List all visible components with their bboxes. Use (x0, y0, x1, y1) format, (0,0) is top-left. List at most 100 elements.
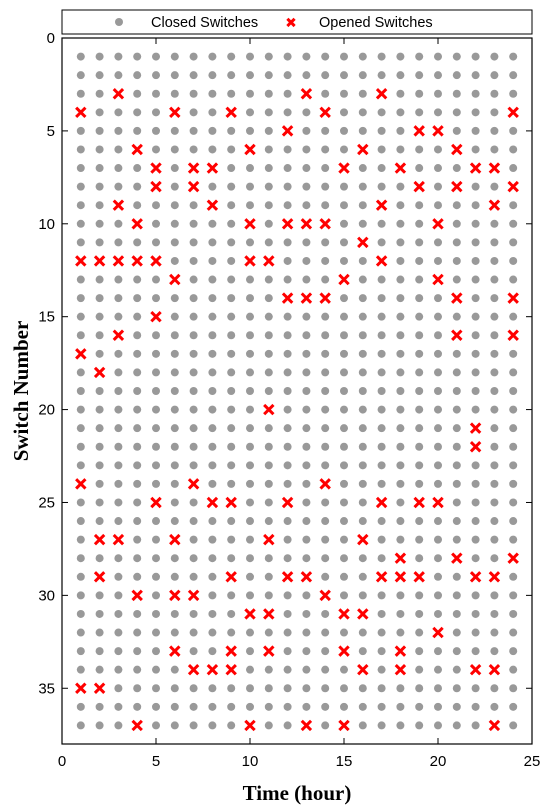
closed-switch-point (471, 721, 480, 730)
closed-switch-point (321, 628, 330, 637)
closed-switch-point (114, 238, 123, 247)
closed-switch-point (490, 331, 499, 340)
closed-switch-point (246, 182, 254, 191)
closed-switch-point (434, 387, 442, 395)
closed-switch-point (434, 442, 442, 451)
closed-switch-point (452, 647, 461, 656)
closed-switch-point (170, 424, 179, 433)
closed-switch-point (152, 554, 160, 563)
closed-switch-point (152, 349, 160, 358)
closed-switch-point (133, 554, 142, 563)
closed-switch-point (227, 387, 236, 395)
closed-switch-point (283, 535, 292, 544)
closed-switch-point (452, 721, 461, 730)
closed-switch-point (246, 498, 254, 507)
closed-switch-point (396, 442, 405, 451)
closed-switch-point (246, 461, 254, 470)
closed-switch-point (114, 628, 123, 637)
y-tick-label: 25 (38, 494, 55, 511)
closed-switch-point (246, 89, 254, 98)
closed-switch-point (114, 424, 123, 433)
closed-switch-point (434, 424, 442, 433)
closed-switch-point (490, 89, 499, 98)
closed-switch-point (490, 368, 499, 377)
closed-switch-point (302, 647, 311, 656)
closed-switch-point (340, 628, 348, 637)
closed-switch-point (452, 71, 461, 80)
closed-switch-point (152, 219, 160, 228)
closed-switch-point (396, 108, 405, 117)
closed-switch-point (377, 461, 386, 470)
closed-switch-point (76, 665, 85, 674)
opened-switch-point (300, 571, 313, 583)
closed-switch-point (152, 368, 160, 377)
closed-switch-point (321, 405, 330, 414)
closed-switch-point (189, 331, 198, 340)
closed-switch-point (509, 572, 518, 581)
closed-switch-point (246, 108, 254, 117)
closed-switch-point (509, 535, 518, 544)
closed-switch-point (471, 108, 480, 117)
opened-switch-point (357, 236, 369, 249)
opened-switch-point (300, 88, 313, 100)
opened-switch-point (375, 199, 388, 211)
closed-switch-point (208, 368, 217, 377)
closed-switch-point (340, 201, 348, 210)
opened-switch-point (357, 608, 369, 620)
closed-switch-point (396, 609, 405, 618)
closed-switch-point (377, 126, 386, 135)
closed-switch-point (95, 219, 104, 228)
closed-switch-point (415, 684, 424, 693)
closed-switch-point (189, 145, 198, 154)
closed-switch-point (189, 721, 198, 730)
closed-switch-point (509, 479, 518, 488)
closed-switch-point (302, 424, 311, 433)
closed-switch-point (396, 517, 405, 526)
closed-switch-point (415, 201, 424, 210)
closed-switch-point (133, 609, 142, 618)
closed-switch-point (189, 201, 198, 210)
closed-switch-point (264, 219, 273, 228)
closed-switch-point (340, 294, 348, 303)
closed-switch-point (471, 647, 480, 656)
closed-switch-point (114, 647, 123, 656)
closed-switch-point (114, 442, 123, 451)
closed-switch-point (509, 442, 518, 451)
closed-switch-point (321, 275, 330, 284)
opened-switch-point (338, 273, 350, 286)
closed-switch-point (415, 591, 424, 600)
closed-switch-point (452, 387, 461, 395)
closed-switch-point (264, 294, 273, 303)
closed-switch-point (471, 591, 480, 600)
closed-switch-point (283, 182, 292, 191)
closed-switch-point (283, 275, 292, 284)
closed-switch-point (434, 572, 442, 581)
closed-switch-point (283, 684, 292, 693)
closed-switch-point (283, 349, 292, 358)
closed-switch-point (208, 609, 217, 618)
closed-switch-point (95, 52, 104, 61)
closed-switch-point (76, 312, 85, 321)
closed-switch-point (189, 294, 198, 303)
closed-switch-point (358, 294, 367, 303)
closed-switch-point (76, 424, 85, 433)
opened-switch-point (432, 496, 444, 509)
closed-switch-point (490, 461, 499, 470)
opened-switch-point (112, 88, 125, 100)
closed-switch-point (152, 628, 160, 637)
closed-switch-point (264, 312, 273, 321)
closed-switch-point (95, 591, 104, 600)
closed-switch-point (377, 275, 386, 284)
closed-switch-point (170, 126, 179, 135)
closed-switch-point (321, 256, 330, 265)
closed-switch-point (321, 312, 330, 321)
closed-switch-point (434, 684, 442, 693)
closed-switch-point (76, 517, 85, 526)
closed-switch-point (283, 702, 292, 711)
closed-switch-point (377, 702, 386, 711)
closed-switch-point (321, 535, 330, 544)
closed-switch-point (208, 647, 217, 656)
closed-switch-point (133, 405, 142, 414)
closed-switch-point (208, 461, 217, 470)
closed-switch-point (302, 535, 311, 544)
